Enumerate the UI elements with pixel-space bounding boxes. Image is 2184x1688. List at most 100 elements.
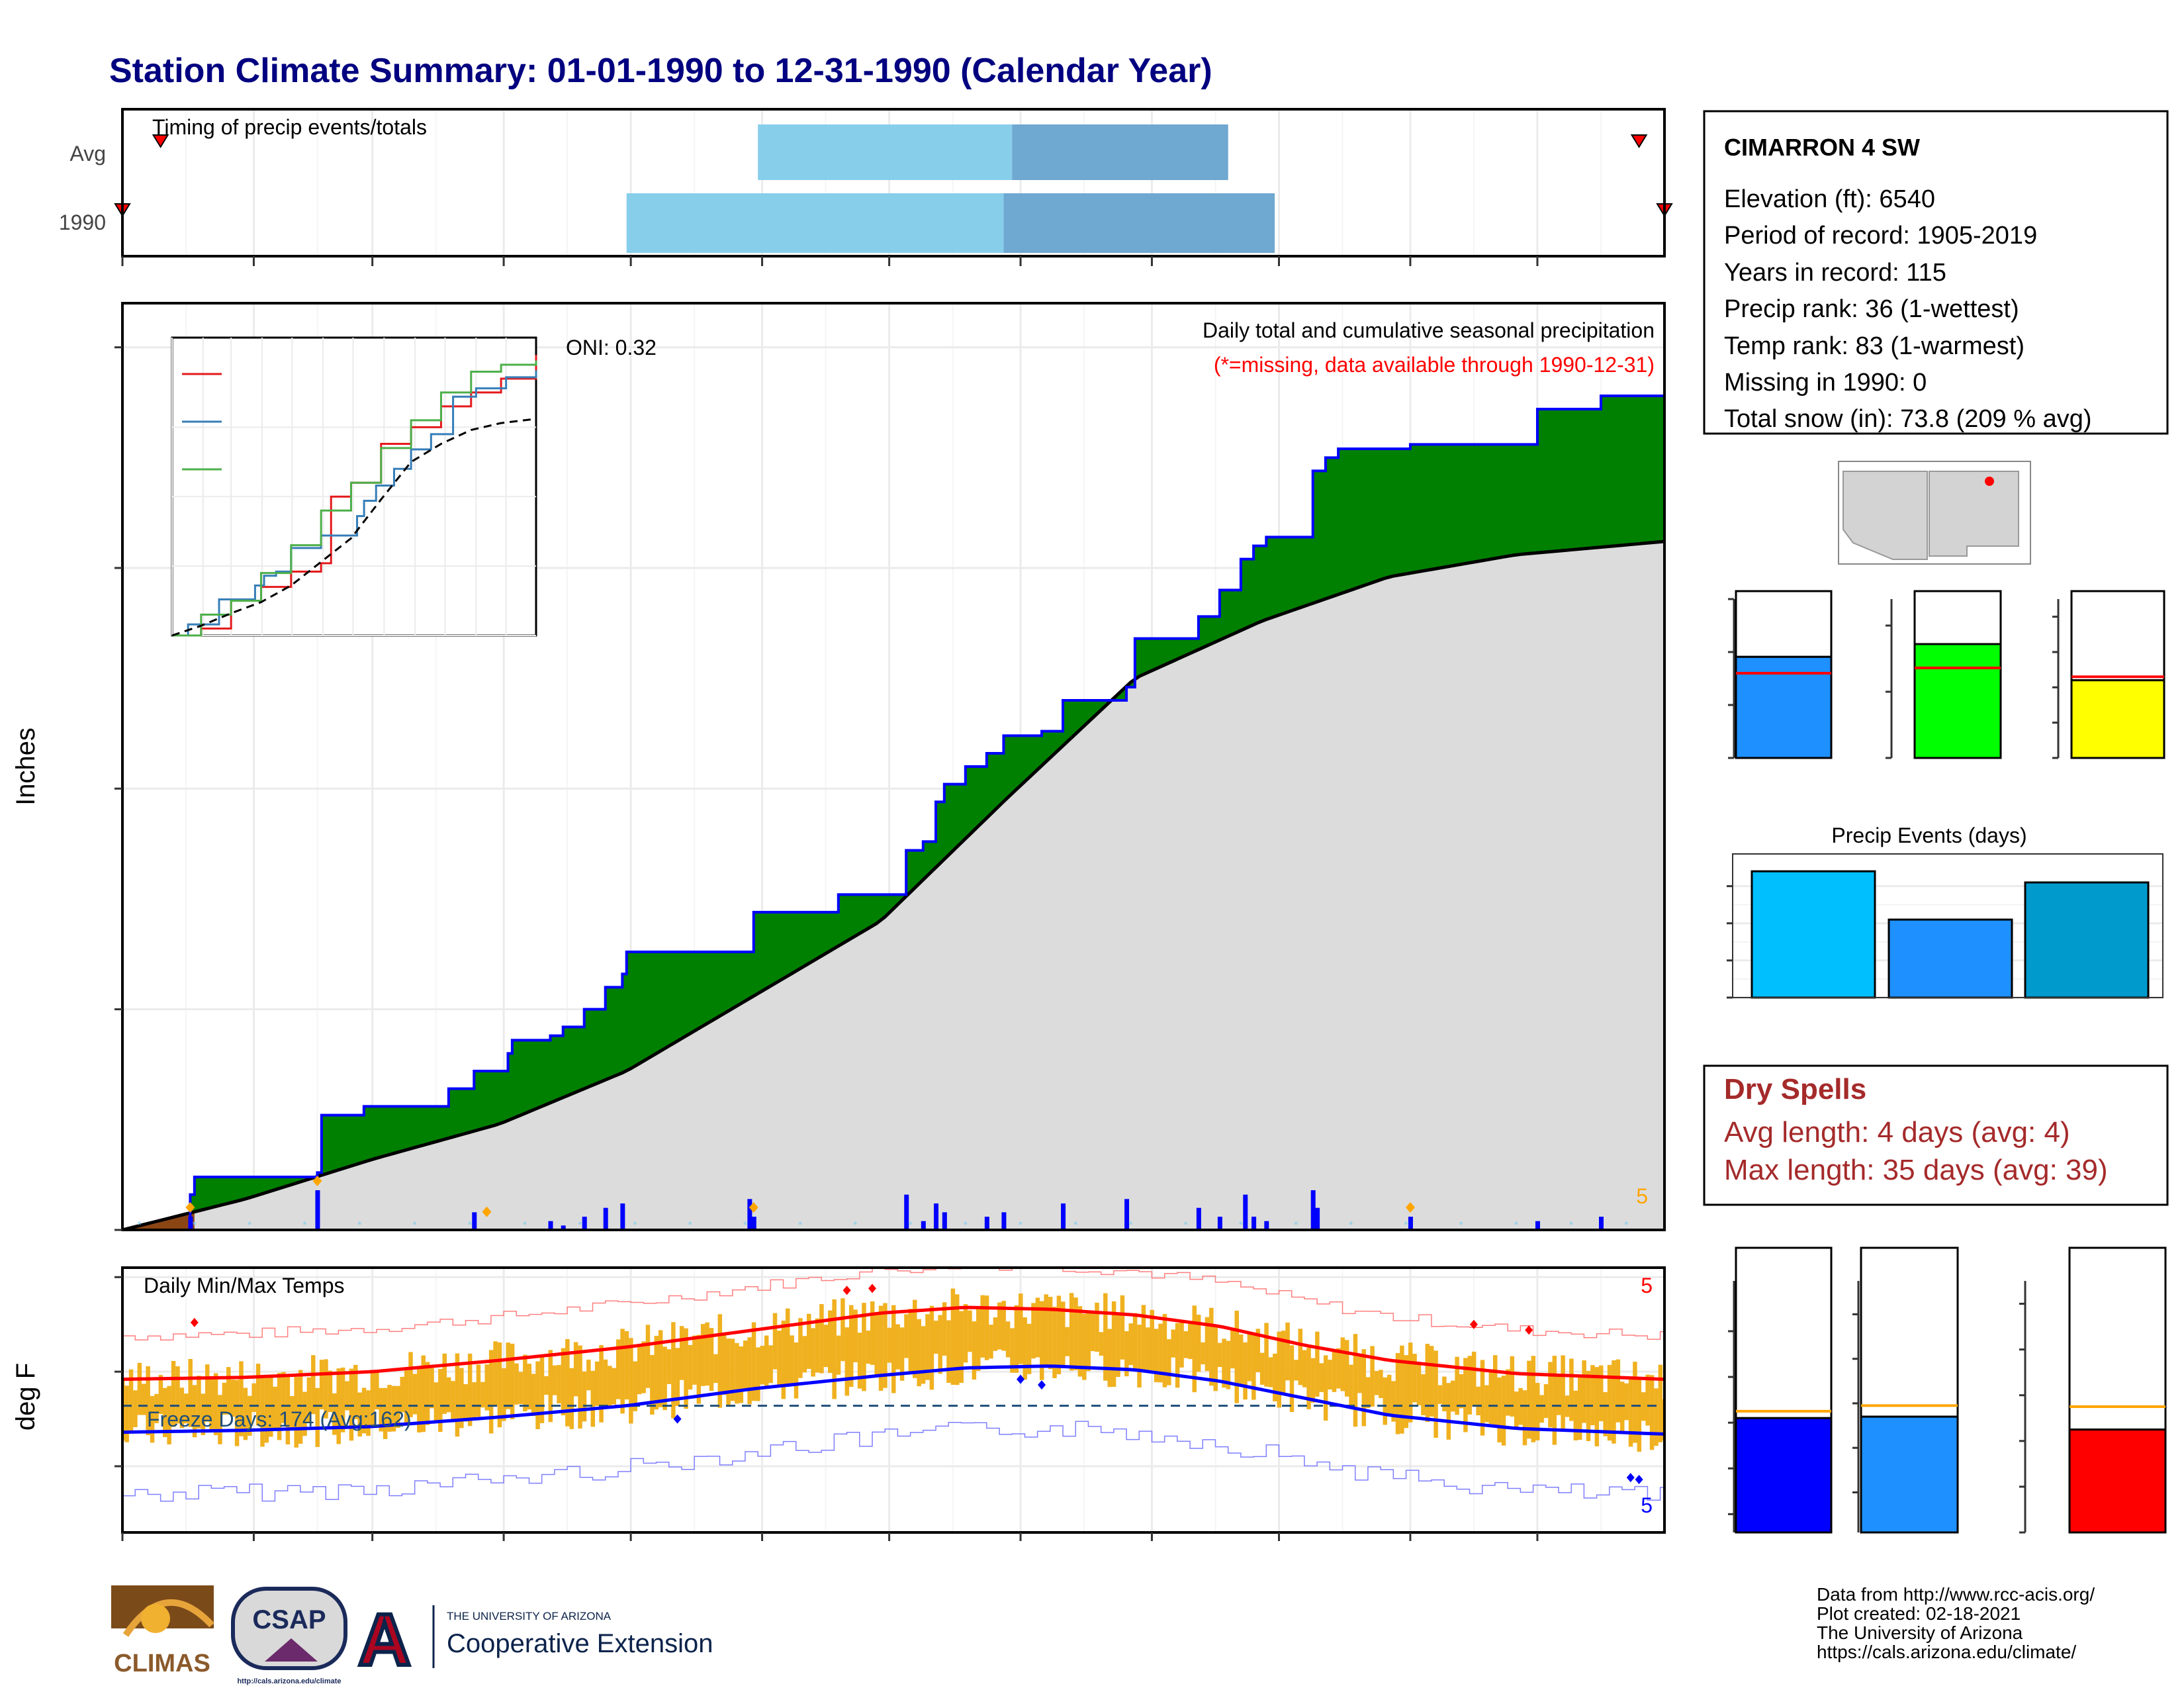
footer-url: https://cals.arizona.edu/climate/	[1817, 1642, 2076, 1662]
daily-precip-bar	[620, 1203, 625, 1230]
daily-temp-bar	[908, 1309, 913, 1372]
daily-temp-bar	[1285, 1322, 1290, 1381]
daily-temp-bar	[1573, 1390, 1578, 1440]
inset-line-2005	[172, 360, 537, 637]
precip-ylabel: Inches	[11, 727, 40, 806]
daily-temp-bar	[1361, 1349, 1367, 1427]
daily-temp-bar	[853, 1309, 858, 1362]
ua-logo: A THE UNIVERSITY OF ARIZONA Cooperative …	[356, 1597, 713, 1683]
daily-temp-bar	[1205, 1317, 1210, 1372]
events-title: Precip Events (days)	[1831, 823, 2026, 847]
t-mean	[1852, 1246, 1959, 1534]
trace-mark: *	[1349, 1220, 1353, 1231]
timing-frame	[121, 108, 1666, 258]
daily-temp-bar	[1005, 1321, 1011, 1358]
daily-temp-bar	[1230, 1329, 1235, 1369]
daily-temp-bar	[1340, 1337, 1345, 1391]
events-bar-moderate	[1888, 918, 2013, 999]
rain-days	[1886, 590, 2002, 759]
daily-temp-bar	[1001, 1301, 1006, 1351]
daily-temp-bar	[739, 1346, 744, 1403]
daily-temp-bar	[260, 1375, 265, 1447]
daily-temp-bar	[1459, 1374, 1464, 1409]
daily-temp-bar	[269, 1377, 273, 1437]
daily-temp-bar	[1289, 1345, 1295, 1413]
daily-temp-bar	[438, 1369, 443, 1432]
daily-temp-bar	[721, 1335, 727, 1395]
daily-temp-bar	[917, 1319, 921, 1387]
intensity-bar	[2070, 679, 2165, 759]
daily-temp-bar	[1323, 1355, 1328, 1421]
climas-logo: CLIMAS	[111, 1585, 214, 1677]
temps-label: Daily Min/Max Temps	[144, 1274, 344, 1297]
daily-temp-bar	[1273, 1353, 1277, 1401]
daily-precip-bar	[751, 1217, 756, 1230]
daily-temp-bar	[1425, 1344, 1430, 1423]
daily-temp-bar	[760, 1346, 765, 1385]
daily-temp-bar	[1107, 1329, 1112, 1387]
daily-temp-bar	[938, 1315, 942, 1374]
daily-temp-bar	[1349, 1364, 1353, 1407]
daily-temp-bar	[332, 1393, 337, 1435]
daily-temp-bar	[1603, 1392, 1608, 1436]
daily-temp-bar	[142, 1383, 146, 1415]
record-high-marker	[842, 1286, 851, 1295]
daily-temp-bar	[751, 1322, 756, 1401]
daily-temp-bar	[1484, 1385, 1489, 1423]
daily-temp-bar	[671, 1322, 676, 1419]
daily-temp-bar	[1531, 1356, 1536, 1442]
daily-temp-bar	[433, 1382, 439, 1423]
daily-temp-bar	[557, 1365, 561, 1404]
trace-mark: *	[1019, 1220, 1023, 1231]
daily-temp-bar	[463, 1383, 468, 1422]
daily-temp-bar	[1412, 1354, 1417, 1403]
trace-mark: *	[248, 1220, 251, 1231]
daily-temp-bar	[1188, 1323, 1193, 1360]
daily-temp-bar	[641, 1341, 646, 1393]
daily-temp-bar	[493, 1341, 498, 1407]
daily-temp-bar	[895, 1324, 900, 1370]
temps-frame	[121, 1266, 1666, 1534]
daily-precip-bar	[1061, 1203, 1066, 1230]
daily-temp-bar	[1162, 1313, 1167, 1387]
daily-temp-bar	[1492, 1355, 1498, 1428]
daily-temp-bar	[1141, 1305, 1146, 1372]
daily-temp-bar	[412, 1374, 418, 1415]
precip-panel: * * * * * * * * * * * * * * * * * * * * * * * * * * * * Inches Dail…	[11, 302, 1666, 1231]
avg-min-line	[122, 1364, 1664, 1436]
daily-temp-bar	[1463, 1358, 1468, 1432]
record-marker	[1405, 1202, 1415, 1213]
daily-temp-bar	[328, 1370, 333, 1413]
daily-temp-bar	[502, 1368, 506, 1421]
rain-days-label-box	[1913, 590, 2002, 645]
trace-mark: *	[523, 1220, 527, 1231]
dry-spells-box: Dry Spells Avg length: 4 days (avg: 4) M…	[1703, 1064, 2169, 1206]
trace-mark: *	[688, 1220, 692, 1231]
daily-temp-bar	[1077, 1306, 1083, 1377]
timing-bar-q25-q50	[626, 193, 1004, 253]
csap-logo-mountain	[265, 1638, 318, 1662]
daily-temp-bar	[1319, 1363, 1324, 1392]
daily-temp-bar	[476, 1364, 481, 1417]
daily-temp-bar	[717, 1314, 723, 1408]
daily-temp-bar	[874, 1315, 879, 1375]
record-low-marker	[673, 1414, 682, 1424]
daily-temp-bar	[1548, 1362, 1553, 1428]
daily-temp-bar	[552, 1365, 557, 1395]
daily-temp-bar	[1209, 1307, 1214, 1386]
events-bar-heavy	[2024, 881, 2150, 999]
cumulative-1990-line	[122, 387, 1664, 1230]
daily-temp-bar	[811, 1328, 815, 1377]
daily-precip-bar	[921, 1221, 926, 1230]
t-min	[1728, 1246, 1833, 1534]
daily-temp-bar	[1497, 1377, 1502, 1442]
trace-mark: *	[853, 1220, 857, 1231]
station-name: CIMARRON 4 SW	[1724, 134, 1920, 161]
daily-temp-bar	[925, 1314, 930, 1380]
daily-temp-bar	[472, 1382, 477, 1419]
daily-temp-bar	[1446, 1383, 1451, 1440]
daily-temp-bar	[1598, 1365, 1604, 1421]
precip-title: Daily total and cumulative seasonal prec…	[1203, 318, 1655, 342]
daily-temp-bar	[1624, 1383, 1629, 1421]
daily-temp-bar	[794, 1342, 799, 1399]
